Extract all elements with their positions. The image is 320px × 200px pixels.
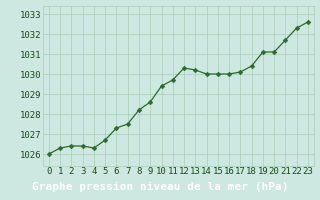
Text: Graphe pression niveau de la mer (hPa): Graphe pression niveau de la mer (hPa) [32, 182, 288, 192]
